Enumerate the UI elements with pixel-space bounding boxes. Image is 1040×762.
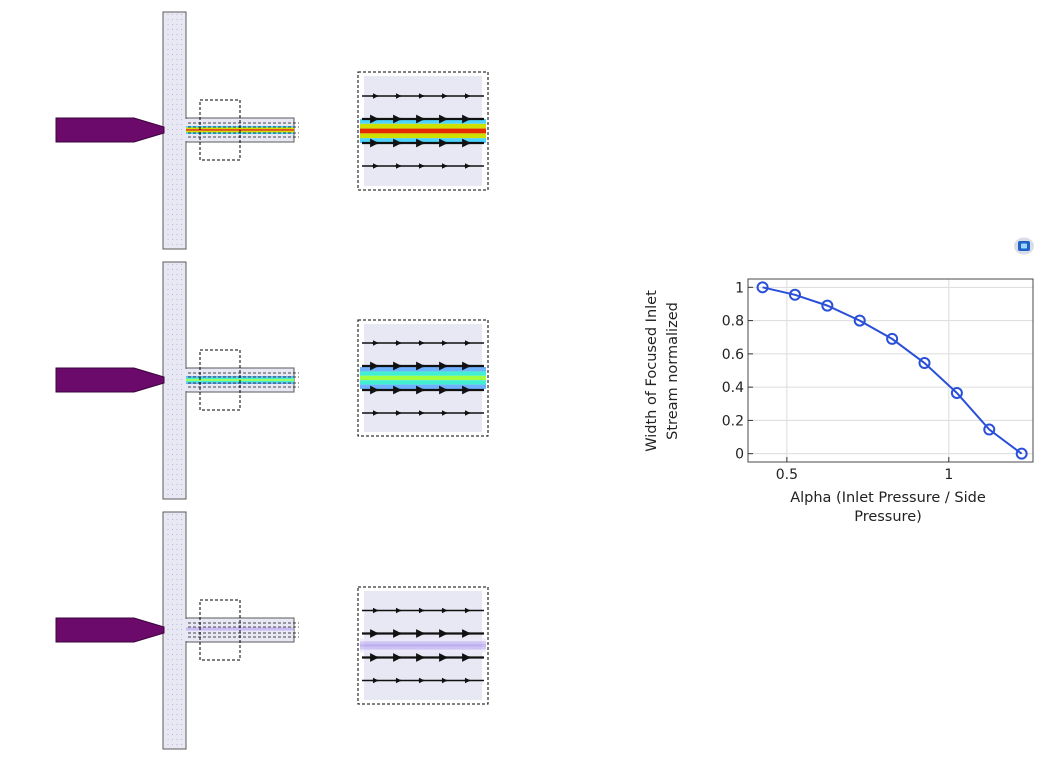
focused-stream-band [186,127,294,130]
channel-panel-alpha-mid [55,261,489,500]
data-point [853,314,866,327]
y-tick-label: 0.8 [722,314,744,330]
x-axis-label: Alpha (Inlet Pressure / Side [790,490,986,506]
data-point [1015,447,1028,460]
inset-stream-band [360,371,486,376]
inset-stream-band [360,380,486,385]
focused-stream-band [186,377,294,380]
inset-stream-band [360,646,486,650]
side-channel [162,261,187,500]
inlet-nozzle [55,117,165,143]
inlet-nozzle [55,617,165,643]
inset-stream-band [360,644,486,647]
y-tick-label: 0.6 [722,347,744,363]
plot-frame [747,278,1034,463]
x-tick-label: 0.5 [776,467,798,483]
data-point [950,386,963,399]
inset-stream-band [360,641,486,645]
data-point [788,288,801,301]
channel-panel-alpha-low [55,511,489,750]
y-tick-label: 0 [735,447,744,463]
data-point [821,299,834,312]
zoom-inset [357,319,489,437]
data-point [886,332,899,345]
y-tick-label: 0.2 [722,413,744,429]
inlet-nozzle [55,367,165,393]
data-point [983,423,996,436]
x-axis-label: Pressure) [854,509,922,525]
zoom-region-box [199,599,241,661]
zoom-region-box [199,349,241,411]
data-point [756,281,769,294]
y-tick-label: 0.4 [722,380,744,396]
inset-stream-band [360,638,486,642]
y-axis-label: Stream normalized [665,302,681,440]
x-tick-label: 1 [944,467,953,483]
inset-stream-band [360,649,486,653]
y-axis-label: Width of Focused Inlet [644,290,660,452]
simulation-panels [55,11,489,750]
inset-stream-band [360,133,486,139]
inset-stream-band [360,384,486,389]
inset-stream-band [360,375,486,381]
comsol-logo-icon [1014,237,1034,255]
zoom-region-box [199,99,241,161]
inset-stream-band [360,128,486,134]
zoom-inset [357,71,489,191]
side-channel [162,511,187,750]
inset-stream-band [360,367,486,372]
focused-stream-band [186,628,294,630]
inset-stream-band [360,123,486,129]
series-line [762,286,1023,455]
channel-panel-alpha-high [55,11,489,250]
y-tick-label: 1 [735,280,744,296]
zoom-inset [357,586,489,705]
width-vs-alpha-chart: 0 0.2 0.4 0.6 0.8 1 0.5 1 Alpha (Inlet Pressure … [644,278,1034,525]
side-channel [162,11,187,250]
data-point [918,357,931,370]
